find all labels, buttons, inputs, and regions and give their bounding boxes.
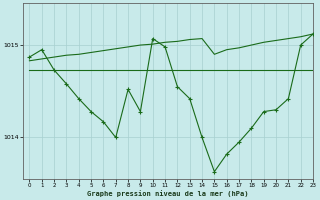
X-axis label: Graphe pression niveau de la mer (hPa): Graphe pression niveau de la mer (hPa) — [87, 190, 249, 197]
